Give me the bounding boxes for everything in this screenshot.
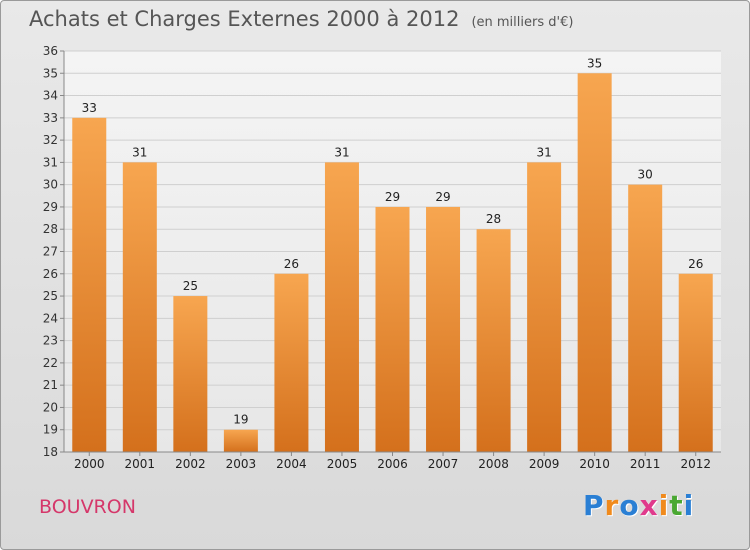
- data-label: 31: [132, 145, 147, 159]
- data-label: 29: [435, 190, 450, 204]
- x-tick-label: 2005: [327, 457, 358, 471]
- bar: [577, 73, 612, 453]
- bar: [324, 162, 359, 452]
- logo-letter: o: [619, 489, 640, 522]
- y-tick-label: 24: [43, 311, 58, 325]
- bar: [426, 206, 461, 452]
- x-tick-label: 2003: [226, 457, 257, 471]
- x-tick-label: 2004: [276, 457, 307, 471]
- title-text: Achats et Charges Externes 2000 à 2012: [29, 7, 460, 31]
- y-tick-label: 35: [43, 66, 58, 80]
- x-tick-label: 2008: [478, 457, 509, 471]
- y-tick-label: 33: [43, 111, 58, 125]
- x-tick-label: 2006: [377, 457, 408, 471]
- x-tick-label: 2007: [428, 457, 459, 471]
- y-tick-label: 18: [43, 445, 58, 459]
- data-label: 30: [638, 168, 653, 182]
- logo-letter: i: [658, 489, 670, 522]
- bar: [223, 429, 258, 452]
- y-tick-label: 36: [43, 44, 58, 58]
- x-tick-label: 2002: [175, 457, 206, 471]
- y-tick-label: 21: [43, 378, 58, 392]
- y-axis: 18 19 20 21 22 23 24 25 26 27 28 29 30 31 32 33 34 35 36: [43, 44, 721, 459]
- bar: [678, 273, 713, 452]
- x-tick-label: 2010: [579, 457, 610, 471]
- bars: 33 31 25 19 26 31 29 29 28 31 35 30 26: [72, 56, 713, 453]
- y-tick-label: 31: [43, 155, 58, 169]
- data-label: 19: [233, 413, 248, 427]
- y-tick-label: 30: [43, 178, 58, 192]
- y-tick-label: 19: [43, 423, 58, 437]
- data-label: 31: [536, 145, 551, 159]
- data-label: 26: [688, 257, 703, 271]
- bar: [527, 162, 562, 452]
- data-label: 35: [587, 56, 602, 70]
- y-tick-label: 34: [43, 89, 58, 103]
- bar: [274, 273, 309, 452]
- y-tick-label: 32: [43, 133, 58, 147]
- x-tick-label: 2001: [125, 457, 156, 471]
- y-tick-label: 22: [43, 356, 58, 370]
- y-tick-label: 29: [43, 200, 58, 214]
- logo-letter: x: [639, 489, 659, 522]
- y-tick-label: 23: [43, 334, 58, 348]
- x-tick-label: 2000: [74, 457, 105, 471]
- data-label: 26: [284, 257, 299, 271]
- y-tick-label: 28: [43, 222, 58, 236]
- y-tick-label: 27: [43, 245, 58, 259]
- logo-letter: r: [604, 489, 620, 522]
- chart-title: Achats et Charges Externes 2000 à 2012 (e…: [29, 7, 573, 31]
- bar: [476, 229, 511, 452]
- data-label: 25: [183, 279, 198, 293]
- bar: [628, 184, 663, 452]
- x-tick-label: 2012: [680, 457, 711, 471]
- bar: [375, 206, 410, 452]
- logo-letter: t: [669, 489, 684, 522]
- title-unit: (en milliers d'€): [471, 15, 574, 30]
- data-label: 33: [82, 101, 97, 115]
- x-tick-label: 2009: [529, 457, 560, 471]
- bar: [173, 296, 208, 452]
- y-tick-label: 25: [43, 289, 58, 303]
- data-label: 28: [486, 212, 501, 226]
- logo-letter: P: [583, 489, 605, 522]
- y-tick-label: 20: [43, 400, 58, 414]
- logo-letter: i: [683, 489, 695, 522]
- proxiti-logo[interactable]: Proxiti: [583, 489, 694, 522]
- x-axis: 2000 2001 2002 2003 2004 2005 2006 2007 2008 2009…: [74, 452, 711, 471]
- commune-name: BOUVRON: [39, 496, 136, 518]
- bar: [72, 117, 107, 452]
- y-tick-label: 26: [43, 267, 58, 281]
- data-label: 29: [385, 190, 400, 204]
- x-tick-label: 2011: [630, 457, 661, 471]
- bar: [122, 162, 157, 452]
- data-label: 31: [334, 145, 349, 159]
